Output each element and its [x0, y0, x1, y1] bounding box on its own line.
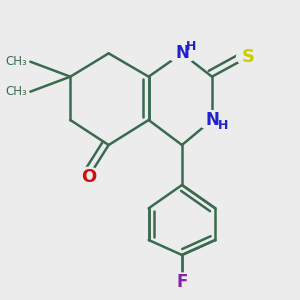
Text: N: N [205, 111, 219, 129]
Text: CH₃: CH₃ [5, 55, 27, 68]
Text: F: F [176, 273, 188, 291]
Text: H: H [218, 119, 228, 132]
Text: H: H [185, 40, 196, 53]
Text: S: S [242, 48, 255, 66]
Ellipse shape [197, 111, 226, 129]
Text: CH₃: CH₃ [5, 85, 27, 98]
Text: N: N [175, 44, 189, 62]
Ellipse shape [167, 44, 196, 63]
Ellipse shape [76, 167, 100, 186]
Ellipse shape [237, 47, 261, 66]
Ellipse shape [172, 273, 191, 290]
Text: O: O [81, 168, 96, 186]
